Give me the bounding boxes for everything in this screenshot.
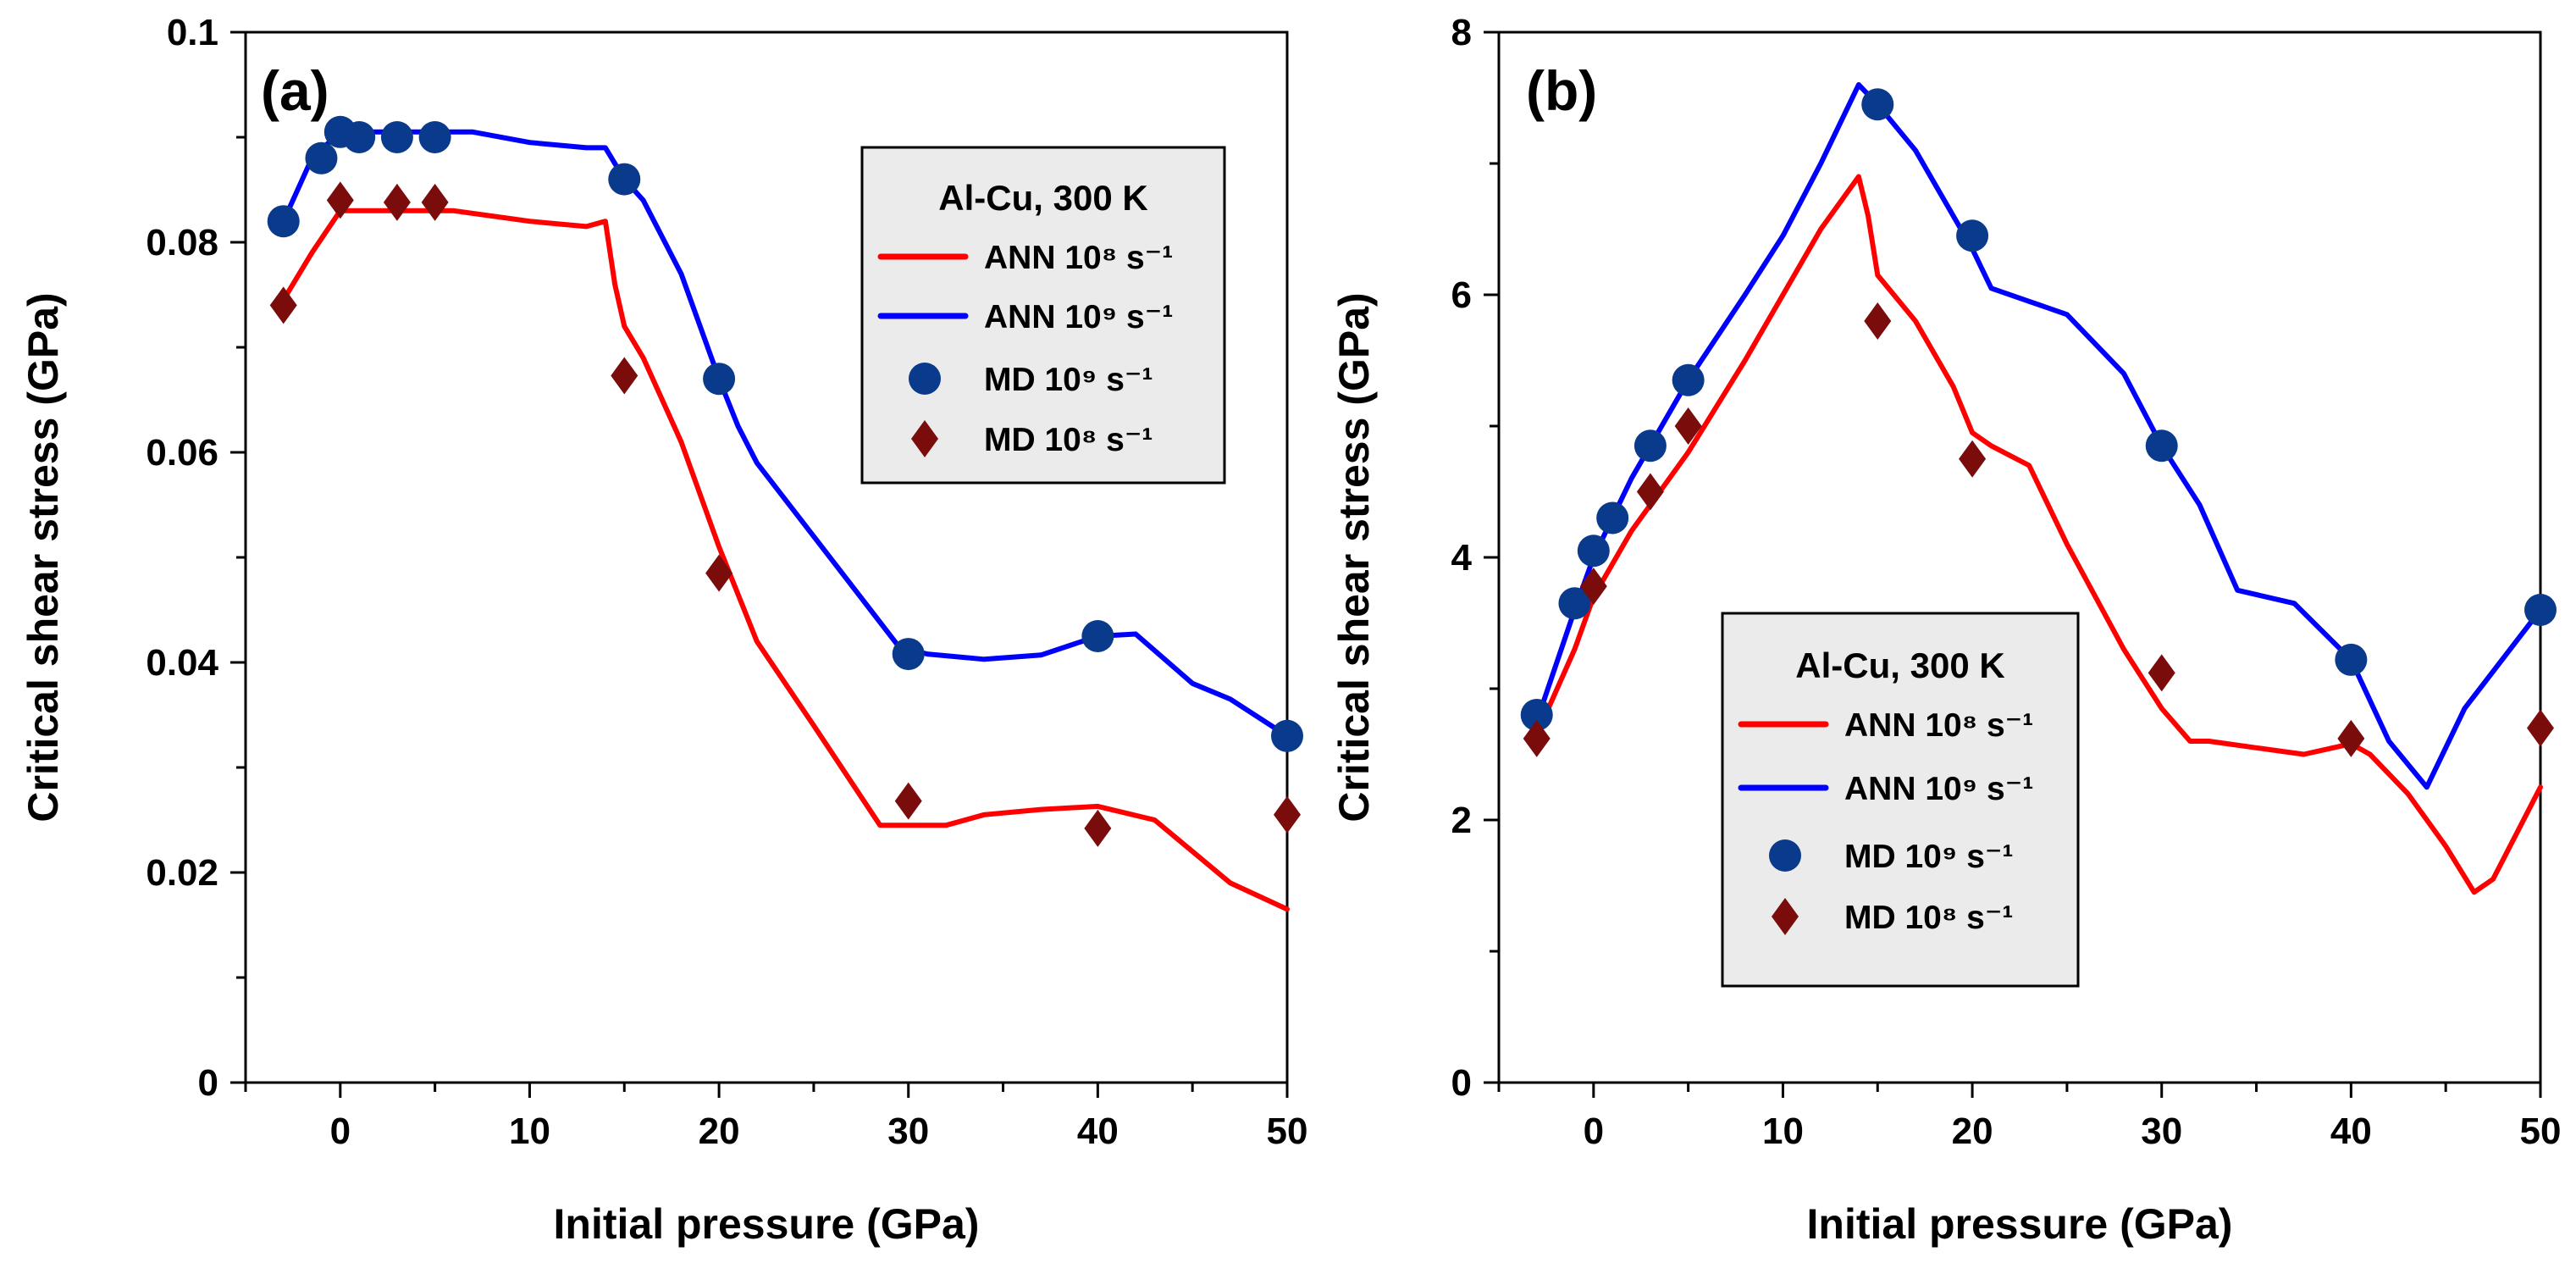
panel-a-legend-marker-md-1e8 bbox=[911, 420, 938, 457]
panel-b-x-tick-label: 50 bbox=[2520, 1111, 2562, 1152]
panel-a-x-tick-label: 30 bbox=[887, 1111, 929, 1152]
panel-b-legend-label-ann-1e8: ANN 10⁸ s⁻¹ bbox=[1844, 707, 2033, 744]
panel-a: 0 10 20 30 40 50 0 0.02 0.04 0.06 0.08 0.1 (a) Init… bbox=[19, 12, 1307, 1248]
panel-b-point-md-1e8 bbox=[1674, 407, 1702, 445]
panel-a-legend-title: Al-Cu, 300 K bbox=[938, 178, 1147, 218]
panel-b-point-md-1e9 bbox=[1861, 88, 1894, 121]
panel-b-tag: (b) bbox=[1526, 59, 1597, 122]
panel-b-legend-label-md-1e9: MD 10⁹ s⁻¹ bbox=[1844, 839, 2013, 875]
panel-b-y-axis-title: Critical shear stress (GPa) bbox=[1330, 292, 1378, 822]
panel-b-point-md-1e9 bbox=[2524, 594, 2557, 626]
panel-a-point-md-1e9 bbox=[418, 121, 451, 153]
panel-a-x-axis-title: Initial pressure (GPa) bbox=[554, 1200, 980, 1248]
panel-a-series bbox=[267, 115, 1303, 912]
panel-a-x-tick-label: 10 bbox=[509, 1111, 550, 1152]
panel-a-point-md-1e8 bbox=[326, 181, 354, 219]
panel-b-series bbox=[1520, 82, 2557, 895]
panel-b-point-md-1e9 bbox=[1672, 363, 1705, 396]
panel-a-y-tick-label: 0.04 bbox=[146, 642, 218, 684]
panel-a-point-md-1e8 bbox=[611, 357, 638, 395]
panel-a-x-tick-label: 0 bbox=[330, 1111, 351, 1152]
panel-a-line-ann-1e8 bbox=[280, 208, 1290, 912]
panel-b-y-tick-label: 8 bbox=[1451, 12, 1472, 53]
panel-b-point-md-1e8 bbox=[2148, 654, 2175, 692]
panel-a-point-md-1e9 bbox=[305, 141, 338, 174]
panel-a-point-md-1e8 bbox=[894, 782, 922, 820]
panel-a-point-md-1e9 bbox=[608, 163, 641, 196]
panel-b-point-md-1e9 bbox=[1577, 535, 1610, 568]
panel-a-point-md-1e8 bbox=[421, 183, 449, 221]
panel-b-x-tick-label: 30 bbox=[2141, 1111, 2182, 1152]
panel-a-tag: (a) bbox=[261, 59, 329, 122]
panel-a-y-tick-label: 0.06 bbox=[146, 432, 218, 474]
panel-b-x-axis-title: Initial pressure (GPa) bbox=[1807, 1200, 2233, 1248]
panel-b-point-md-1e9 bbox=[1633, 429, 1667, 463]
panel-a-point-md-1e9 bbox=[267, 205, 300, 238]
panel-b-point-md-1e8 bbox=[1959, 440, 1987, 478]
panel-b-y-tick-label: 0 bbox=[1451, 1062, 1472, 1104]
panel-a-x-tick-label: 40 bbox=[1077, 1111, 1119, 1152]
panel-b-point-md-1e8 bbox=[1636, 473, 1664, 511]
panel-a-legend-label-md-1e9: MD 10⁹ s⁻¹ bbox=[984, 362, 1153, 398]
panel-a-y-tick-label: 0.02 bbox=[146, 852, 218, 894]
panel-b-legend-label-ann-1e9: ANN 10⁹ s⁻¹ bbox=[1844, 771, 2033, 807]
panel-a-y-tick-label: 0.08 bbox=[146, 222, 218, 263]
panel-b-point-md-1e9 bbox=[2335, 643, 2368, 676]
panel-a-point-md-1e8 bbox=[269, 286, 297, 324]
panel-a-point-md-1e9 bbox=[703, 363, 736, 396]
panel-b-point-md-1e8 bbox=[1523, 719, 1551, 757]
panel-b-line-ann-1e8 bbox=[1534, 174, 2543, 895]
panel-a-point-md-1e8 bbox=[1084, 809, 1112, 847]
panel-b-point-md-1e9 bbox=[1956, 219, 1989, 252]
panel-a-y-tick-label: 0.1 bbox=[167, 12, 218, 53]
panel-b-point-md-1e8 bbox=[1579, 568, 1607, 606]
panel-a-y-axis-title: Critical shear stress (GPa) bbox=[19, 292, 67, 822]
panel-b-legend-label-md-1e8: MD 10⁸ s⁻¹ bbox=[1844, 900, 2013, 936]
panel-b-x-tick-label: 0 bbox=[1584, 1111, 1604, 1152]
panel-a-x-tick-label: 20 bbox=[699, 1111, 740, 1152]
panel-b-x-tick-label: 40 bbox=[2330, 1111, 2372, 1152]
panel-a-point-md-1e9 bbox=[1271, 719, 1303, 752]
panel-a-point-md-1e8 bbox=[383, 183, 411, 221]
panel-a-point-md-1e9 bbox=[343, 121, 376, 153]
panel-b-x-tick-label: 10 bbox=[1762, 1111, 1804, 1152]
panel-a-axes: 0 10 20 30 40 50 0 0.02 0.04 0.06 0.08 0.1 bbox=[146, 12, 1307, 1152]
panel-b-point-md-1e8 bbox=[2527, 709, 2554, 747]
panel-b-axes: 0 10 20 30 40 50 0 2 4 6 8 bbox=[1451, 12, 2562, 1152]
panel-b: 0 10 20 30 40 50 0 2 4 6 8 (b) Initial pressure (G… bbox=[1330, 12, 2561, 1248]
panel-a-y-tick-label: 0 bbox=[198, 1062, 218, 1104]
panel-a-legend-label-md-1e8: MD 10⁸ s⁻¹ bbox=[984, 422, 1153, 458]
panel-b-y-tick-label: 4 bbox=[1451, 537, 1473, 579]
panel-a-point-md-1e9 bbox=[892, 638, 925, 671]
panel-b-point-md-1e9 bbox=[2145, 429, 2178, 463]
panel-b-legend-marker-md-1e9 bbox=[1769, 839, 1801, 872]
panel-b-point-md-1e9 bbox=[1596, 501, 1629, 535]
panel-a-legend: Al-Cu, 300 K ANN 10⁸ s⁻¹ ANN 10⁹ s⁻¹ MD … bbox=[860, 146, 1226, 485]
panel-b-point-md-1e8 bbox=[2337, 719, 2365, 757]
panel-b-y-tick-label: 2 bbox=[1451, 800, 1472, 841]
panel-a-point-md-1e9 bbox=[1081, 620, 1114, 652]
panel-a-point-md-1e8 bbox=[705, 554, 733, 592]
panel-a-legend-marker-md-1e9 bbox=[909, 363, 941, 395]
panel-b-legend-title: Al-Cu, 300 K bbox=[1795, 645, 2004, 685]
panel-a-point-md-1e8 bbox=[1274, 795, 1301, 834]
panel-b-x-tick-label: 20 bbox=[1952, 1111, 1993, 1152]
panel-a-legend-label-ann-1e9: ANN 10⁹ s⁻¹ bbox=[984, 299, 1173, 335]
panel-b-legend-marker-md-1e8 bbox=[1772, 898, 1799, 935]
panel-a-point-md-1e9 bbox=[380, 121, 413, 153]
panel-b-legend: Al-Cu, 300 K ANN 10⁸ s⁻¹ ANN 10⁹ s⁻¹ MD … bbox=[1721, 612, 2080, 988]
panel-a-legend-label-ann-1e8: ANN 10⁸ s⁻¹ bbox=[984, 240, 1173, 276]
panel-b-y-tick-label: 6 bbox=[1451, 274, 1472, 316]
panel-b-point-md-1e9 bbox=[1558, 587, 1591, 620]
panel-b-point-md-1e9 bbox=[1520, 699, 1553, 731]
panel-b-point-md-1e8 bbox=[1864, 302, 1892, 340]
panel-a-x-tick-label: 50 bbox=[1267, 1111, 1308, 1152]
